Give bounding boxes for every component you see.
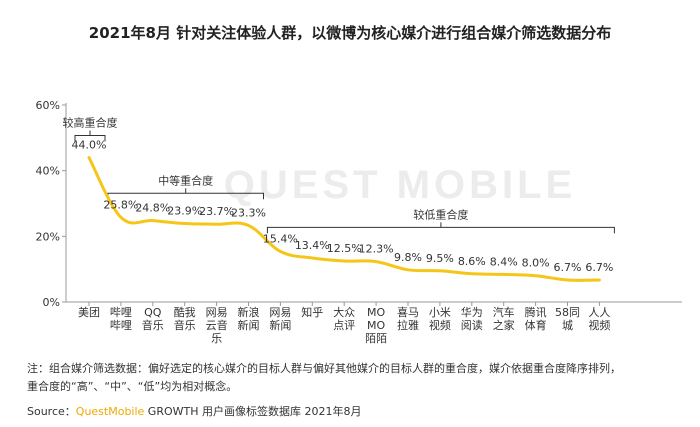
x-tick-label: QQ 音乐 — [142, 306, 164, 332]
x-tick-label-line: 网易 — [269, 306, 291, 319]
source-prefix: Source： — [27, 405, 76, 418]
x-tick-label-line: 新浪 — [238, 305, 260, 319]
x-tick-label: 大众点评 — [333, 305, 355, 332]
x-tick-label-line: QQ — [144, 306, 162, 319]
x-tick-label-line: 华为 — [461, 305, 483, 319]
x-tick-label: 腾讯体育 — [525, 305, 547, 332]
watermark: QUEST MOBILE — [224, 163, 576, 207]
x-tick-label-line: 之家 — [493, 318, 515, 332]
x-tick-label-line: 乐 — [211, 332, 222, 345]
x-tick-label-line: MO — [367, 319, 385, 332]
x-tick-label-line: 哔哩 — [110, 319, 132, 332]
y-tick-label: 0% — [43, 296, 60, 309]
x-tick-label-line: 陌陌 — [365, 332, 387, 345]
y-axis: 0% 20% 40% 60% — [36, 99, 67, 309]
x-tick-label-line: 视频 — [588, 318, 610, 332]
x-tick-label: 美团 — [78, 306, 100, 319]
x-tick-label: 网易新闻 — [269, 306, 291, 332]
x-tick-label-line: 音乐 — [174, 318, 196, 332]
annotation-label: 较低重合度 — [413, 207, 468, 221]
annotation-label: 较高重合度 — [63, 116, 118, 130]
x-tick-label: 小米视频 — [429, 306, 451, 332]
data-label: 25.8% — [103, 198, 138, 211]
x-tick-label-line: 音乐 — [142, 318, 164, 332]
data-label: 23.7% — [199, 205, 234, 218]
y-tick-label: 60% — [36, 99, 60, 112]
x-tick-label: MO MO 陌陌 — [365, 306, 387, 345]
y-tick-label: 20% — [36, 230, 60, 243]
x-tick-label-line: 新闻 — [238, 318, 260, 332]
source-brand: QuestMobile — [75, 405, 145, 418]
x-tick-label-line: 新闻 — [269, 318, 291, 332]
data-label: 44.0% — [72, 139, 107, 152]
x-tick-label: 58同城 — [555, 306, 580, 332]
data-label: 9.5% — [426, 252, 454, 265]
source-rest: GROWTH 用户画像标签数据库 2021年8月 — [144, 405, 362, 418]
x-tick-label-line: 点评 — [333, 319, 355, 332]
x-tick-label-line: 拉雅 — [397, 318, 419, 332]
data-label: 13.4% — [295, 239, 330, 252]
data-label: 8.0% — [522, 257, 550, 270]
data-label: 8.4% — [490, 255, 518, 268]
x-tick-label-line: 网易 — [206, 306, 228, 319]
x-tick-label-line: 视频 — [429, 318, 451, 332]
footnote: 注：组合媒介筛选数据：偏好选定的核心媒介的目标人群与偏好其他媒介的目标人群的重合… — [27, 360, 677, 396]
data-label: 23.3% — [231, 206, 266, 219]
series-line — [87, 156, 601, 282]
footnote-line-2: 重合度的“高”、“中”、“低”均为相对概念。 — [27, 380, 238, 393]
x-tick-label-line: 58同 — [555, 306, 580, 319]
x-tick-label-line: 云音 — [206, 318, 228, 332]
data-label: 15.4% — [263, 232, 298, 245]
data-label: 9.8% — [394, 251, 422, 264]
data-label: 6.7% — [585, 261, 613, 274]
footnote-line-1: 注：组合媒介筛选数据：偏好选定的核心媒介的目标人群与偏好其他媒介的目标人群的重合… — [27, 362, 621, 375]
x-tick-label-line: 小米 — [429, 306, 451, 319]
data-label: 12.5% — [327, 242, 362, 255]
x-tick-label-line: 汽车 — [493, 305, 515, 319]
x-tick-label-line: 阅读 — [461, 318, 483, 332]
x-tick-label: 汽车之家 — [493, 305, 515, 332]
x-tick-label: 网易云音乐 — [206, 306, 228, 345]
x-tick-label-line: 喜马 — [397, 306, 419, 319]
y-tick-label: 40% — [36, 165, 60, 178]
x-tick-label-line: 知乎 — [301, 305, 323, 319]
source-line: Source：QuestMobile GROWTH 用户画像标签数据库 2021… — [27, 403, 362, 419]
x-tick-label: 喜马拉雅 — [397, 306, 419, 332]
data-label: 23.9% — [167, 205, 202, 218]
x-tick-label-line: 美团 — [78, 306, 100, 319]
x-tick-label: 人人视频 — [588, 306, 610, 332]
x-tick-label-line: 人人 — [588, 306, 610, 319]
x-tick-label: 知乎 — [301, 305, 323, 319]
annotation-bracket — [74, 130, 106, 142]
x-tick-label-line: 酷我 — [174, 306, 196, 319]
data-labels: 44.0% 25.8%24.8%23.9%23.7%23.3% 15.4%13.4%… — [72, 139, 614, 274]
x-tick-label-line: 大众 — [333, 305, 355, 319]
data-label: 12.3% — [359, 243, 394, 256]
x-tick-label: 华为阅读 — [461, 305, 483, 332]
data-label: 24.8% — [135, 202, 170, 215]
x-tick-label-line: 腾讯 — [525, 305, 547, 319]
data-label: 6.7% — [554, 261, 582, 274]
annotation-label: 中等重合度 — [158, 173, 213, 187]
x-tick-label: 新浪新闻 — [238, 305, 260, 332]
annotation-bracket — [266, 222, 615, 234]
x-tick-label: 酷我音乐 — [174, 306, 196, 332]
chart-title: 2021年8月 针对关注体验人群，以微博为核心媒介进行组合媒介筛选数据分布 — [88, 24, 612, 42]
x-tick-label-line: 哔哩 — [110, 306, 132, 319]
data-label: 8.6% — [458, 255, 486, 268]
x-tick-label: 哔哩哔哩 — [110, 306, 132, 332]
x-tick-label-line: 城 — [562, 319, 573, 332]
x-tick-label-line: MO — [367, 306, 385, 319]
x-tick-label-line: 体育 — [525, 318, 547, 332]
